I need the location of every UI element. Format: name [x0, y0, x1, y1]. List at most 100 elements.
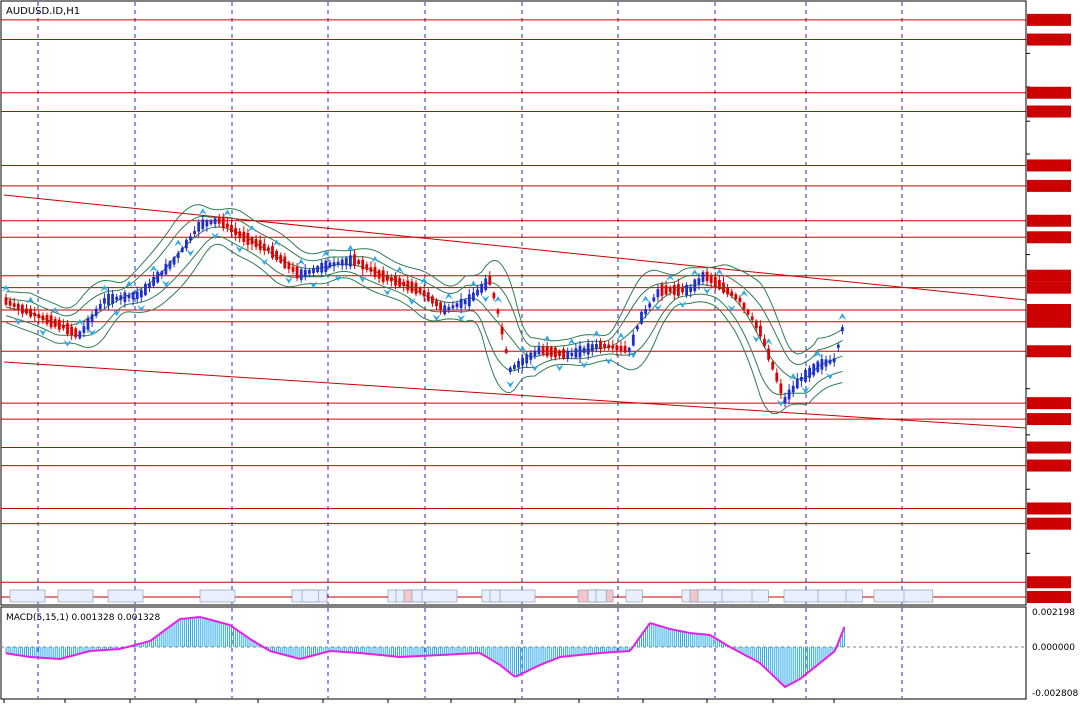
- candle-body-4: [21, 304, 24, 314]
- fractal-arrow-78: [321, 250, 330, 258]
- level-box-2: [1027, 86, 1071, 99]
- candle-body-164: [677, 284, 680, 296]
- fractal-arrow-147: [604, 357, 613, 365]
- candle-body-110: [455, 303, 459, 308]
- candle-body-149: [615, 345, 619, 351]
- fractal-arrow-90: [371, 256, 379, 263]
- candle-body-177: [730, 291, 734, 296]
- candle-body-12: [53, 319, 57, 327]
- candle-body-115: [476, 289, 479, 296]
- candle-body-24: [103, 298, 106, 304]
- time-marker-box-25: [845, 589, 863, 603]
- candle-body-125: [517, 360, 520, 368]
- fractal-arrow-180: [740, 290, 748, 297]
- fractal-arrow-36: [149, 265, 158, 273]
- level-box-11: [1027, 315, 1071, 328]
- candle-body-93: [385, 274, 389, 281]
- candle-body-189: [779, 383, 783, 394]
- candle-body-71: [295, 266, 299, 279]
- level-box-16: [1027, 459, 1071, 472]
- candle-body-192: [791, 385, 795, 393]
- upper-trend-line: [3, 194, 1027, 301]
- candle-body-57: [238, 231, 242, 239]
- trend-lines: [3, 194, 1027, 429]
- candle-body-20: [86, 318, 90, 330]
- fractal-arrow-168: [690, 269, 699, 277]
- candle-body-159: [656, 289, 660, 298]
- level-box-0: [1027, 13, 1071, 26]
- fractal-arrow-6: [26, 296, 35, 304]
- macd-signal-line: [5, 616, 846, 689]
- candle-body-53: [221, 216, 225, 229]
- candle-body-6: [29, 308, 32, 317]
- candle-body-121: [500, 326, 504, 335]
- candle-body-141: [582, 347, 586, 353]
- candle-body-108: [447, 306, 451, 310]
- candle-body-124: [513, 365, 516, 370]
- candle-body-199: [820, 359, 824, 370]
- time-marker-box-10: [421, 589, 458, 603]
- candle-body-113: [467, 294, 471, 307]
- candle-body-167: [689, 286, 693, 292]
- candle-body-36: [152, 276, 155, 286]
- candle-body-83: [344, 258, 348, 266]
- fractal-arrow-111: [457, 314, 466, 322]
- main-pane[interactable]: AUDUSD.ID,H1: [0, 0, 1027, 606]
- time-marker-box-27: [903, 589, 934, 603]
- candle-body-64: [267, 247, 270, 251]
- fractal-arrow-192: [789, 373, 798, 381]
- time-marker-box-12: [489, 589, 501, 603]
- candle-body-43: [180, 247, 184, 252]
- fractal-arrow-72: [297, 258, 306, 266]
- candle-body-11: [49, 315, 53, 328]
- level-box-8: [1027, 269, 1071, 282]
- fractal-arrow-135: [555, 364, 564, 372]
- candle-body-99: [410, 281, 414, 293]
- candle-body-196: [808, 367, 811, 378]
- fractal-arrow-21: [88, 329, 97, 337]
- candle-body-31: [131, 292, 135, 300]
- candle-body-88: [365, 264, 369, 270]
- candle-body-171: [705, 271, 709, 282]
- candle-body-105: [435, 300, 438, 307]
- fractal-arrow-18: [75, 318, 84, 326]
- candle-body-120: [496, 310, 500, 314]
- time-marker-box-17: [625, 589, 643, 603]
- fractal-arrow-123: [506, 380, 515, 388]
- fractal-arrow-33: [137, 304, 146, 312]
- candle-body-66: [275, 250, 278, 261]
- candle-body-80: [332, 262, 336, 267]
- candle-body-131: [541, 346, 545, 355]
- macd-pane[interactable]: MACD(5,15,1) 0.001328 0.001328 0.002198 …: [0, 606, 1078, 700]
- candle-body-49: [205, 220, 209, 227]
- time-axis: [3, 699, 835, 703]
- fractal-arrow-141: [580, 361, 589, 369]
- candle-body-79: [328, 262, 332, 268]
- candle-body-119: [492, 292, 496, 299]
- candle-body-101: [418, 287, 422, 293]
- fractal-arrow-186: [764, 338, 773, 346]
- level-box-6: [1027, 214, 1071, 227]
- macd-axis-bottom: -0.002808: [1032, 689, 1078, 699]
- candle-body-96: [398, 278, 401, 287]
- candle-body-202: [832, 358, 836, 363]
- fractal-arrow-75: [309, 281, 318, 289]
- candle-body-186: [767, 348, 770, 360]
- candle-body-7: [33, 312, 37, 317]
- candle-body-148: [611, 345, 615, 349]
- time-marker-box-16: [595, 589, 607, 603]
- candle-body-82: [340, 259, 344, 266]
- candle-body-153: [631, 334, 635, 346]
- candle-body-116: [480, 284, 483, 293]
- candle-body-183: [754, 320, 758, 329]
- fractal-arrow-162: [666, 274, 675, 281]
- fractal-arrow-84: [346, 244, 355, 252]
- fractal-arrow-126: [518, 345, 527, 353]
- candle-body-188: [775, 372, 779, 382]
- fractal-arrow-27: [112, 309, 121, 317]
- candle-body-157: [648, 303, 652, 308]
- candle-body-97: [402, 281, 406, 287]
- candle-body-179: [738, 297, 742, 303]
- macd-pane-frame: [0, 606, 1027, 700]
- candle-body-130: [537, 347, 541, 355]
